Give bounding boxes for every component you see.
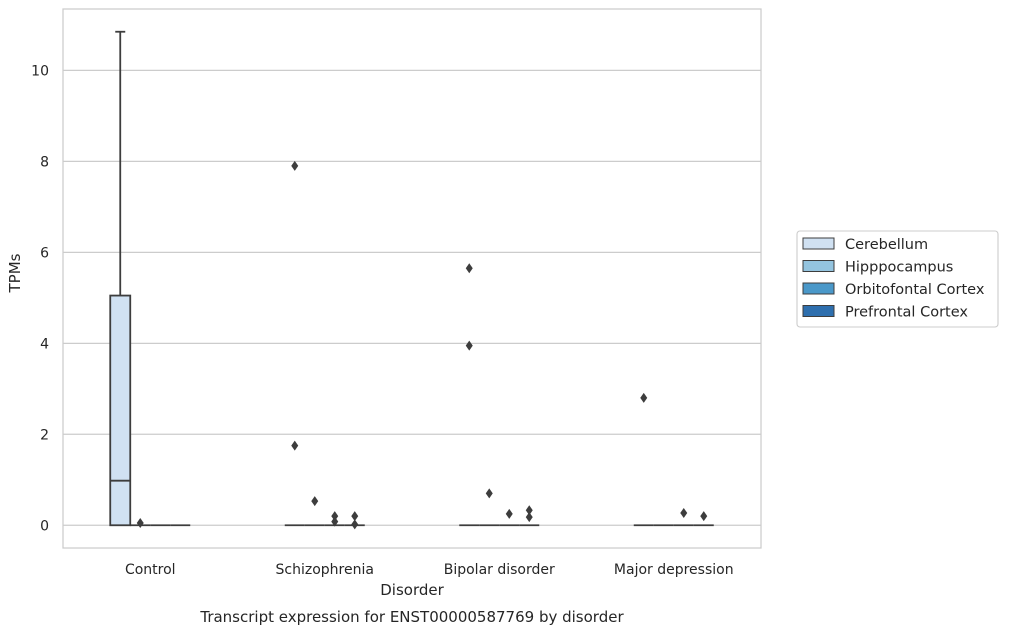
box-group [130,517,151,528]
box-group [109,30,132,527]
box-group [633,392,654,527]
outlier-point [505,508,513,519]
outlier-point [291,160,299,171]
y-tick-label: 0 [40,518,49,534]
box-marks [109,30,714,530]
outlier-point [136,517,144,528]
legend-swatch [802,260,835,272]
legend-item: Orbitofontal Cortex [802,282,985,298]
box-group [324,511,345,527]
legend: Cerebellum Hipppocampus Orbitofontal Corte… [796,230,999,328]
box-group [673,507,694,527]
legend-label: Cerebellum [845,237,928,253]
outlier-point [465,340,473,351]
outlier-point [525,505,533,516]
outlier-point [351,519,359,530]
outlier-point [331,511,339,522]
outlier-point [700,511,708,522]
y-tick-label: 10 [31,63,49,79]
outlier-point [465,263,473,274]
y-tick-label: 8 [40,154,49,170]
box-group [693,511,714,527]
outlier-point [680,507,688,518]
legend-swatch [802,282,835,295]
legend-item: Cerebellum [802,237,928,253]
legend-swatch [802,237,835,250]
outlier-point [291,440,299,451]
box-group [479,488,500,527]
legend-label: Hipppocampus [845,260,953,276]
legend-label: Prefrontal Cortex [845,305,968,321]
legend-item: Prefrontal Cortex [802,305,968,321]
outlier-point [640,392,648,403]
x-axis-label: Disorder [380,581,444,599]
x-tick-label: Bipolar disorder [444,562,555,578]
y-tick-label: 6 [40,245,49,261]
box-group [304,496,325,527]
y-axis-label: TPMs [6,253,24,293]
box-group [459,263,480,527]
outlier-point [525,512,533,523]
legend-frame [796,230,999,328]
legend-label: Orbitofontal Cortex [845,282,985,298]
box-group [519,505,540,527]
x-tick-label: Control [125,562,176,578]
box-group [284,160,305,527]
chart-caption: Transcript expression for ENST0000058776… [199,608,624,626]
legend-swatch [802,305,835,317]
x-tick-label: Schizophrenia [276,562,374,578]
box-group [499,508,520,527]
box-body [109,294,132,527]
outlier-point [331,516,339,527]
x-tick-label: Major depression [614,562,734,578]
outlier-point [351,511,359,522]
y-tick-label: 4 [40,336,49,352]
box-group [344,511,365,530]
x-tick-labels: Control Schizophrenia Bipolar disorder Majo… [125,562,734,578]
plot-frame [62,8,762,549]
outlier-point [485,488,493,499]
y-tick-label: 2 [40,427,49,443]
y-tick-labels: 0 2 4 6 8 10 [31,63,49,534]
outlier-point [311,496,319,507]
gridlines [63,69,761,526]
legend-item: Hipppocampus [802,260,953,276]
